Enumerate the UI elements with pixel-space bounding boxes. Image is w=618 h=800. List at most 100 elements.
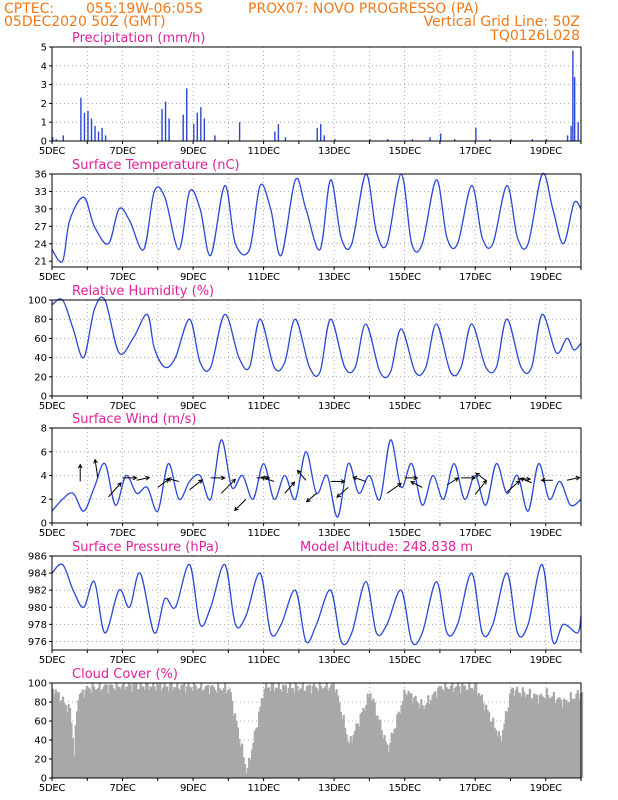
wind-arrow — [520, 477, 532, 484]
bar — [284, 684, 287, 778]
x-tick-label: 7DEC — [109, 272, 135, 283]
wind-arrow-head — [77, 463, 83, 469]
bar — [540, 693, 543, 778]
bar — [531, 139, 534, 141]
panel-title-cloud: Cloud Cover (%) — [72, 667, 178, 682]
bar — [336, 695, 340, 778]
bar — [475, 127, 477, 141]
header-coords: 055:19W-06:05S — [86, 1, 203, 17]
bar — [348, 743, 351, 778]
bar — [74, 725, 77, 778]
bar — [430, 700, 433, 778]
bar — [308, 684, 311, 778]
bar — [273, 691, 276, 778]
bar — [489, 721, 492, 778]
wind-arrow-head — [132, 475, 138, 481]
bar — [382, 738, 385, 778]
bar — [56, 692, 59, 778]
bar — [219, 689, 223, 778]
bar — [211, 685, 214, 778]
bar — [218, 688, 221, 778]
x-tick-label: 9DEC — [180, 146, 206, 157]
bar — [442, 690, 445, 778]
bar — [370, 700, 374, 778]
wind-arrow-head — [397, 482, 402, 488]
bar — [286, 693, 289, 778]
bar — [196, 112, 198, 141]
bar — [80, 692, 83, 778]
x-tick-label: 7DEC — [109, 783, 135, 794]
bar — [242, 757, 245, 778]
bar — [384, 741, 388, 778]
bar — [497, 731, 500, 778]
bar — [571, 699, 574, 778]
bar — [581, 692, 584, 778]
bar — [111, 684, 114, 778]
wind-arrow-head — [575, 475, 581, 481]
panel-title-wind: Surface Wind (m/s) — [72, 412, 196, 427]
bar — [452, 691, 455, 778]
wind-arrow — [386, 483, 402, 494]
bar — [315, 688, 318, 778]
bar — [253, 730, 256, 778]
bar — [437, 687, 440, 778]
bar — [377, 720, 381, 778]
bar — [516, 686, 519, 778]
bar — [394, 727, 397, 778]
x-tick-label: 9DEC — [180, 783, 206, 794]
bar — [555, 699, 558, 778]
panel-frame-wind — [51, 427, 582, 524]
bar — [200, 107, 202, 141]
bar — [225, 693, 228, 778]
bar — [105, 684, 108, 778]
bar — [243, 763, 247, 778]
bar — [64, 705, 67, 778]
bar — [345, 734, 348, 778]
wind-arrow — [297, 470, 307, 481]
bar — [291, 688, 295, 778]
bar — [52, 137, 54, 141]
bar — [147, 690, 151, 778]
bar — [290, 688, 293, 778]
bar — [335, 689, 338, 778]
bar — [188, 686, 192, 778]
bar — [476, 695, 479, 778]
x-tick-label: 11DEC — [247, 528, 280, 539]
wind-arrow-head — [220, 475, 226, 481]
series-line-temp — [51, 172, 582, 263]
y-tick-label: 2 — [41, 495, 47, 506]
bar — [363, 710, 366, 778]
x-tick-label: 17DEC — [459, 146, 492, 157]
bar — [307, 685, 310, 778]
x-tick-label: 5DEC — [39, 655, 65, 666]
bar — [71, 738, 74, 778]
bar — [272, 683, 275, 778]
bar — [265, 683, 268, 778]
wind-arrow-head — [454, 477, 460, 482]
x-tick-label: 9DEC — [180, 401, 206, 412]
bar — [499, 735, 502, 778]
y-tick-label: 30 — [34, 204, 47, 215]
wind-arrow — [94, 459, 99, 478]
bar — [349, 736, 352, 778]
bar — [274, 687, 278, 778]
bar — [344, 727, 347, 778]
bar — [217, 683, 220, 778]
bar — [233, 713, 237, 778]
y-tick-label: 6 — [41, 447, 47, 458]
bar — [136, 689, 139, 778]
y-tick-label: 0 — [41, 137, 47, 148]
bar — [139, 683, 142, 778]
bar — [245, 773, 248, 778]
bar — [150, 686, 153, 778]
bar — [167, 690, 170, 778]
bar — [154, 691, 158, 778]
bar — [552, 691, 555, 778]
x-tick-label: 9DEC — [180, 655, 206, 666]
bar — [84, 689, 87, 778]
x-tick-label: 13DEC — [318, 783, 351, 794]
series-line-rh — [51, 296, 582, 379]
bar — [277, 124, 280, 141]
panel-title-rh: Relative Humidity (%) — [72, 284, 214, 299]
bar — [358, 726, 361, 778]
